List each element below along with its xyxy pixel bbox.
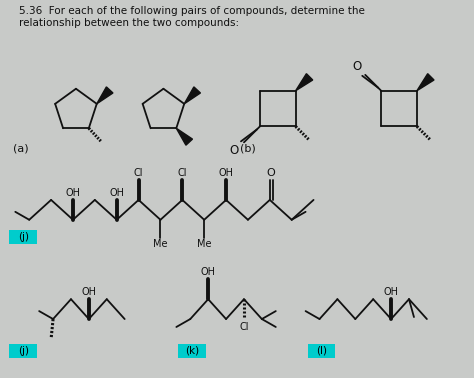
Text: (j): (j)	[18, 346, 29, 356]
Text: OH: OH	[219, 168, 234, 178]
Text: OH: OH	[109, 188, 124, 198]
Text: OH: OH	[82, 287, 96, 297]
Bar	[9, 230, 37, 243]
Text: Cl: Cl	[134, 168, 143, 178]
Text: (a): (a)	[13, 143, 29, 153]
Bar	[9, 344, 37, 358]
Text: Me: Me	[197, 239, 211, 249]
Polygon shape	[184, 87, 201, 104]
Text: relationship between the two compounds:: relationship between the two compounds:	[19, 18, 239, 28]
Polygon shape	[97, 87, 113, 104]
Text: Cl: Cl	[178, 168, 187, 178]
Polygon shape	[296, 74, 313, 91]
Text: OH: OH	[201, 267, 216, 277]
Bar	[178, 344, 206, 358]
Text: OH: OH	[65, 188, 81, 198]
Text: Me: Me	[153, 239, 168, 249]
Text: (b): (b)	[240, 143, 256, 153]
Text: O: O	[229, 144, 238, 157]
Text: O: O	[266, 168, 275, 178]
Text: O: O	[353, 60, 362, 73]
Text: Cl: Cl	[239, 322, 249, 332]
Text: (k): (k)	[185, 346, 200, 356]
Text: OH: OH	[383, 287, 399, 297]
Text: 5.36  For each of the following pairs of compounds, determine the: 5.36 For each of the following pairs of …	[19, 6, 365, 16]
Text: (j): (j)	[18, 232, 29, 242]
Bar	[308, 344, 336, 358]
Polygon shape	[176, 128, 192, 145]
Text: (l): (l)	[316, 346, 327, 356]
Polygon shape	[417, 74, 434, 91]
